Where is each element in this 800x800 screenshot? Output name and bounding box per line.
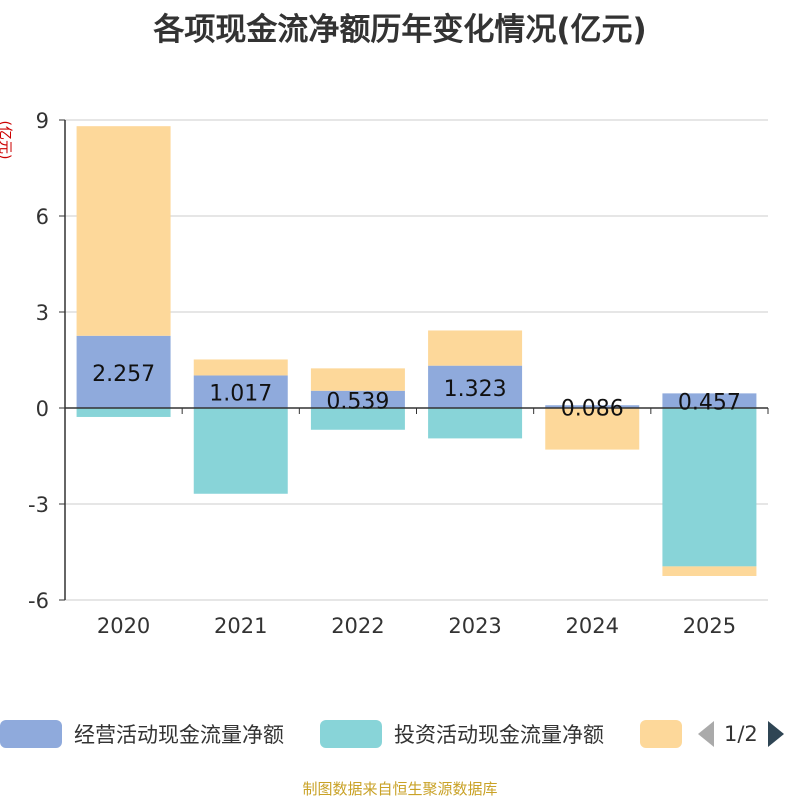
bar-1-2020 bbox=[76, 335, 171, 408]
legend-item-financing[interactable] bbox=[640, 716, 682, 752]
bar-3-2022 bbox=[310, 368, 405, 391]
legend-label-investing: 投资活动现金流量净额 bbox=[394, 723, 604, 747]
bar-3-2021 bbox=[193, 359, 288, 376]
data-label: 2.257 bbox=[92, 362, 155, 387]
bar-1-2024 bbox=[545, 405, 640, 408]
x-tick-label: 2021 bbox=[214, 614, 267, 638]
bar-3-2023 bbox=[428, 330, 523, 366]
legend-swatch-investing bbox=[320, 720, 382, 748]
legend-swatch-financing bbox=[640, 720, 682, 748]
bar-1-2022 bbox=[310, 390, 405, 408]
y-tick-label: -6 bbox=[28, 589, 49, 613]
bar-2-2022 bbox=[310, 408, 405, 430]
bar-3-2020 bbox=[76, 126, 171, 336]
legend: 经营活动现金流量净额 投资活动现金流量净额 1/2 bbox=[0, 716, 800, 752]
x-tick-label: 2023 bbox=[448, 614, 501, 638]
x-tick-label: 2020 bbox=[97, 614, 150, 638]
data-label: 1.017 bbox=[209, 382, 272, 407]
legend-item-investing[interactable]: 投资活动现金流量净额 bbox=[320, 716, 604, 752]
y-tick-label: 6 bbox=[36, 205, 49, 229]
legend-prev-arrow-icon[interactable] bbox=[698, 721, 714, 747]
bar-3-2024 bbox=[545, 408, 640, 450]
data-label: 0.539 bbox=[326, 389, 389, 414]
bar-2-2025 bbox=[662, 408, 757, 567]
x-tick-label: 2022 bbox=[331, 614, 384, 638]
bar-2-2023 bbox=[428, 408, 523, 439]
y-tick-label: 0 bbox=[36, 397, 49, 421]
legend-label-operating: 经营活动现金流量净额 bbox=[74, 723, 284, 747]
y-tick-label: 9 bbox=[36, 109, 49, 133]
data-label: 1.323 bbox=[444, 377, 507, 402]
legend-page-indicator: 1/2 bbox=[724, 722, 758, 746]
source-note: 制图数据来自恒生聚源数据库 bbox=[302, 780, 498, 798]
y-tick-label: 3 bbox=[36, 301, 49, 325]
chart-plot: -6 -3 0 3 6 9 2.257 1.017 0.539 1.323 0.086 0.457 20… bbox=[28, 109, 769, 638]
bar-1-2023 bbox=[428, 365, 523, 408]
data-label: 0.086 bbox=[561, 397, 624, 422]
legend-item-operating[interactable]: 经营活动现金流量净额 bbox=[0, 716, 284, 752]
legend-swatch-operating bbox=[0, 720, 62, 748]
bar-1-2025 bbox=[662, 393, 757, 408]
x-tick-label: 2024 bbox=[566, 614, 619, 638]
x-tick-label: 2025 bbox=[683, 614, 736, 638]
legend-pager: 1/2 bbox=[698, 716, 784, 752]
bar-2-2020 bbox=[76, 408, 171, 417]
data-label: 0.457 bbox=[678, 391, 741, 416]
chart-title: 各项现金流净额历年变化情况(亿元) bbox=[153, 12, 647, 48]
bar-2-2021 bbox=[193, 408, 288, 494]
bar-3-2025 bbox=[662, 566, 757, 576]
legend-next-arrow-icon[interactable] bbox=[767, 721, 784, 747]
bar-1-2021 bbox=[193, 375, 288, 408]
y-tick-label: -3 bbox=[28, 493, 49, 517]
